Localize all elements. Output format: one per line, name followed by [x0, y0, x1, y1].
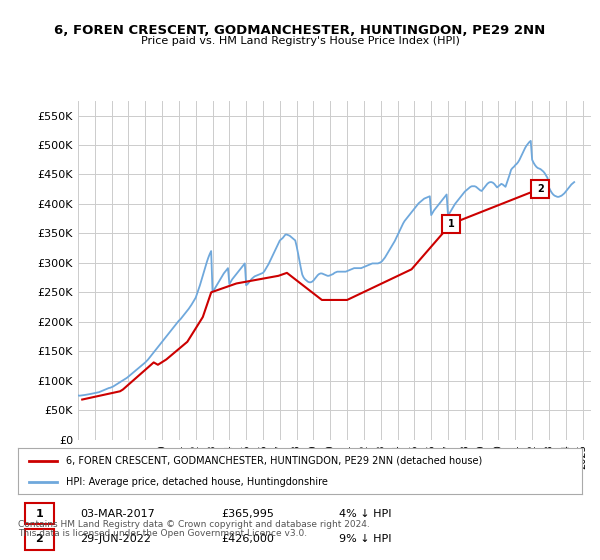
Text: 1: 1 — [448, 219, 454, 229]
Text: £426,000: £426,000 — [221, 534, 274, 544]
Text: 03-MAR-2017: 03-MAR-2017 — [80, 508, 155, 519]
Text: 2: 2 — [537, 184, 544, 194]
Text: 6, FOREN CRESCENT, GODMANCHESTER, HUNTINGDON, PE29 2NN (detached house): 6, FOREN CRESCENT, GODMANCHESTER, HUNTIN… — [66, 456, 482, 466]
Text: 2: 2 — [35, 534, 43, 544]
Text: 6, FOREN CRESCENT, GODMANCHESTER, HUNTINGDON, PE29 2NN: 6, FOREN CRESCENT, GODMANCHESTER, HUNTIN… — [55, 24, 545, 37]
Text: Contains HM Land Registry data © Crown copyright and database right 2024.: Contains HM Land Registry data © Crown c… — [18, 520, 370, 529]
Text: 1: 1 — [35, 508, 43, 519]
Text: HPI: Average price, detached house, Huntingdonshire: HPI: Average price, detached house, Hunt… — [66, 478, 328, 487]
Text: 9% ↓ HPI: 9% ↓ HPI — [340, 534, 392, 544]
Text: 29-JUN-2022: 29-JUN-2022 — [80, 534, 151, 544]
Text: This data is licensed under the Open Government Licence v3.0.: This data is licensed under the Open Gov… — [18, 529, 307, 538]
Text: £365,995: £365,995 — [221, 508, 274, 519]
FancyBboxPatch shape — [25, 529, 54, 550]
Text: Price paid vs. HM Land Registry's House Price Index (HPI): Price paid vs. HM Land Registry's House … — [140, 36, 460, 46]
FancyBboxPatch shape — [25, 503, 54, 524]
Text: 4% ↓ HPI: 4% ↓ HPI — [340, 508, 392, 519]
